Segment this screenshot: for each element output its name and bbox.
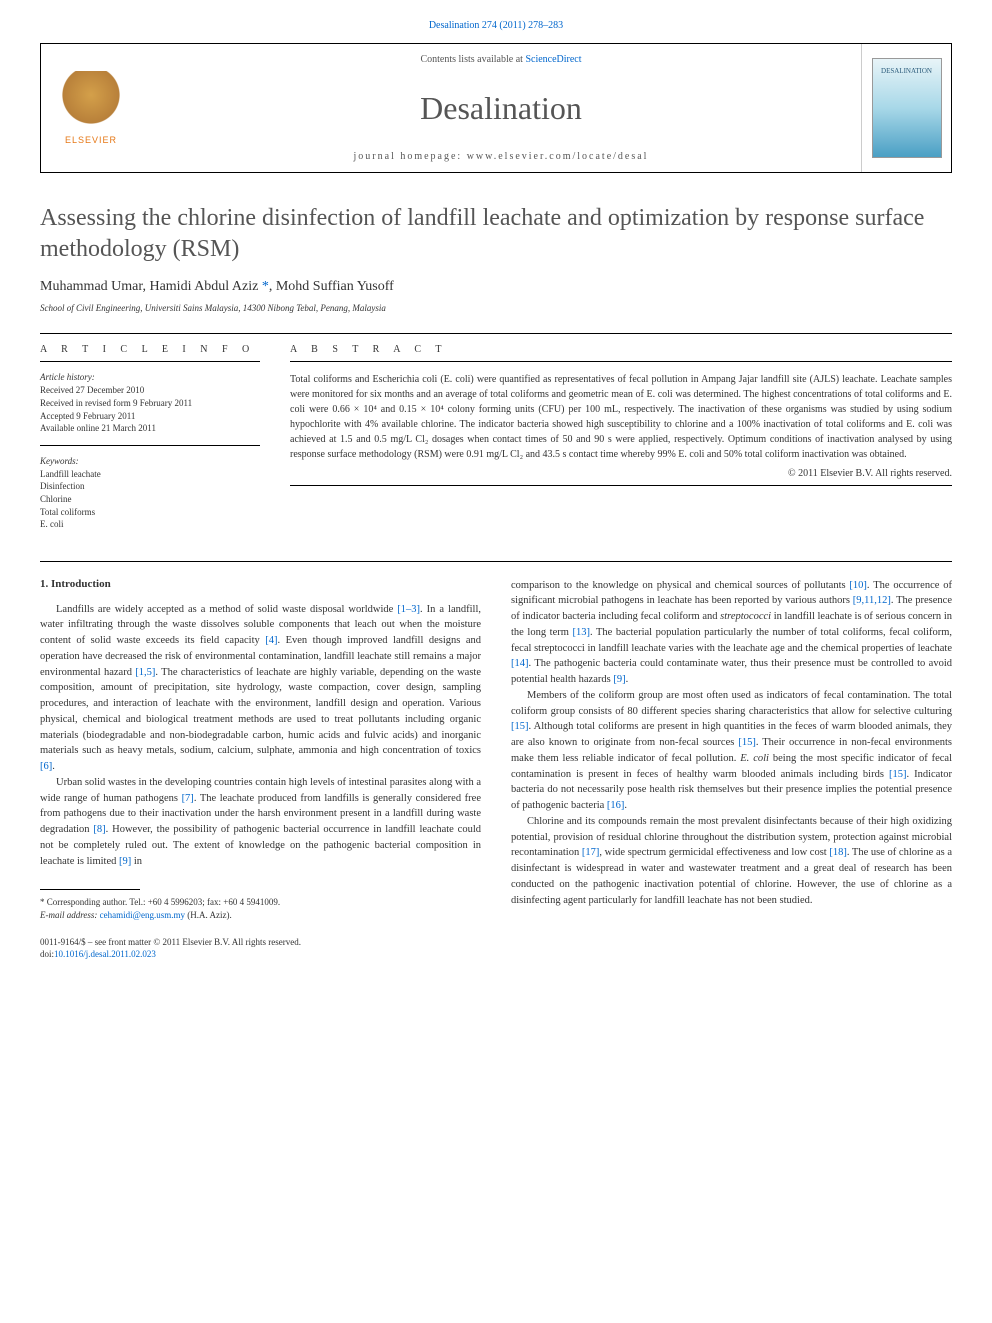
text: . However, the possibility of pathogenic… — [40, 824, 481, 867]
elsevier-tree-icon — [61, 71, 121, 131]
bottom-info: 0011-9164/$ – see front matter © 2011 El… — [40, 936, 481, 961]
info-divider-2 — [40, 445, 260, 446]
email-suffix: (H.A. Aziz). — [185, 910, 232, 920]
authors-names: Muhammad Umar, Hamidi Abdul Aziz — [40, 279, 262, 294]
email-line: E-mail address: cehamidi@eng.usm.my (H.A… — [40, 909, 481, 922]
text: . The pathogenic bacteria could contamin… — [511, 658, 952, 685]
right-p2: Members of the coliform group are most o… — [511, 688, 952, 814]
citation[interactable]: [9] — [613, 674, 625, 685]
footnote: * Corresponding author. Tel.: +60 4 5996… — [40, 896, 481, 921]
elsevier-logo: ELSEVIER — [41, 44, 141, 172]
citation[interactable]: [7] — [182, 793, 194, 804]
left-p2: Urban solid wastes in the developing cou… — [40, 775, 481, 870]
text: Members of the coliform group are most o… — [511, 690, 952, 717]
abstract-divider — [290, 361, 952, 362]
header-center: Contents lists available at ScienceDirec… — [141, 44, 861, 172]
corresponding-author: * Corresponding author. Tel.: +60 4 5996… — [40, 896, 481, 909]
citation[interactable]: [1,5] — [135, 667, 155, 678]
citation[interactable]: [13] — [573, 627, 591, 638]
citation[interactable]: [15] — [889, 769, 907, 780]
citation[interactable]: [10] — [849, 580, 867, 591]
citation[interactable]: [6] — [40, 761, 52, 772]
doi-link[interactable]: 10.1016/j.desal.2011.02.023 — [54, 949, 156, 959]
info-abstract-row: A R T I C L E I N F O Article history: R… — [40, 344, 952, 540]
authors: Muhammad Umar, Hamidi Abdul Aziz *, Mohd… — [40, 279, 952, 295]
citation[interactable]: [18] — [829, 847, 847, 858]
email-link[interactable]: cehamidi@eng.usm.my — [100, 910, 185, 920]
intro-heading: 1. Introduction — [40, 578, 481, 590]
left-p1: Landfills are widely accepted as a metho… — [40, 602, 481, 775]
text: . — [52, 761, 55, 772]
left-column: 1. Introduction Landfills are widely acc… — [40, 578, 481, 961]
abstract-heading: A B S T R A C T — [290, 344, 952, 355]
copyright: © 2011 Elsevier B.V. All rights reserved… — [290, 468, 952, 479]
citation[interactable]: [9,11,12] — [853, 595, 891, 606]
text: comparison to the knowledge on physical … — [511, 580, 849, 591]
right-p3: Chlorine and its compounds remain the mo… — [511, 814, 952, 909]
journal-homepage: journal homepage: www.elsevier.com/locat… — [354, 151, 649, 162]
journal-name: Desalination — [420, 90, 582, 127]
journal-cover: DESALINATION — [861, 44, 951, 172]
info-divider-1 — [40, 361, 260, 362]
elsevier-label: ELSEVIER — [65, 135, 117, 145]
history-text: Received 27 December 2010 Received in re… — [40, 384, 260, 434]
citation[interactable]: [8] — [93, 824, 105, 835]
italic-text: streptococci — [720, 611, 771, 622]
citation[interactable]: [9] — [119, 856, 131, 867]
article-info-heading: A R T I C L E I N F O — [40, 344, 260, 355]
corresponding-asterisk: * — [262, 279, 269, 294]
text: . — [626, 674, 629, 685]
sciencedirect-link[interactable]: ScienceDirect — [525, 54, 581, 65]
cover-image: DESALINATION — [872, 58, 942, 158]
article-info-col: A R T I C L E I N F O Article history: R… — [40, 344, 260, 540]
right-column: comparison to the knowledge on physical … — [511, 578, 952, 961]
italic-text: E. coli — [740, 753, 769, 764]
header-box: ELSEVIER Contents lists available at Sci… — [40, 43, 952, 173]
footnote-divider — [40, 889, 140, 890]
citation[interactable]: [14] — [511, 658, 529, 669]
citation[interactable]: [16] — [607, 800, 625, 811]
doi: doi:10.1016/j.desal.2011.02.023 — [40, 948, 481, 961]
citation[interactable]: [17] — [582, 847, 600, 858]
keywords-text: Landfill leachate Disinfection Chlorine … — [40, 468, 260, 531]
front-matter: 0011-9164/$ – see front matter © 2011 El… — [40, 936, 481, 949]
citation[interactable]: [1–3] — [397, 604, 420, 615]
contents-line: Contents lists available at ScienceDirec… — [420, 54, 581, 65]
contents-prefix: Contents lists available at — [420, 54, 525, 65]
citation[interactable]: [4] — [265, 635, 277, 646]
right-p1: comparison to the knowledge on physical … — [511, 578, 952, 688]
email-label: E-mail address: — [40, 910, 100, 920]
history-label: Article history: — [40, 372, 260, 382]
text: . — [624, 800, 627, 811]
journal-reference: Desalination 274 (2011) 278–283 — [40, 20, 952, 31]
text: . The characteristics of leachate are hi… — [40, 667, 481, 757]
citation[interactable]: [15] — [511, 721, 529, 732]
text: in — [131, 856, 142, 867]
authors-rest: , Mohd Suffian Yusoff — [269, 279, 394, 294]
full-divider — [40, 561, 952, 562]
abstract-col: A B S T R A C T Total coliforms and Esch… — [290, 344, 952, 540]
affiliation: School of Civil Engineering, Universiti … — [40, 303, 952, 313]
citation[interactable]: [15] — [738, 737, 756, 748]
body-columns: 1. Introduction Landfills are widely acc… — [40, 578, 952, 961]
keywords-label: Keywords: — [40, 456, 260, 466]
text: Landfills are widely accepted as a metho… — [56, 604, 397, 615]
abstract-text: Total coliforms and Escherichia coli (E.… — [290, 372, 952, 462]
abstract-divider-bottom — [290, 485, 952, 486]
article-title: Assessing the chlorine disinfection of l… — [40, 203, 952, 265]
divider-top — [40, 333, 952, 334]
text: , wide spectrum germicidal effectiveness… — [599, 847, 829, 858]
